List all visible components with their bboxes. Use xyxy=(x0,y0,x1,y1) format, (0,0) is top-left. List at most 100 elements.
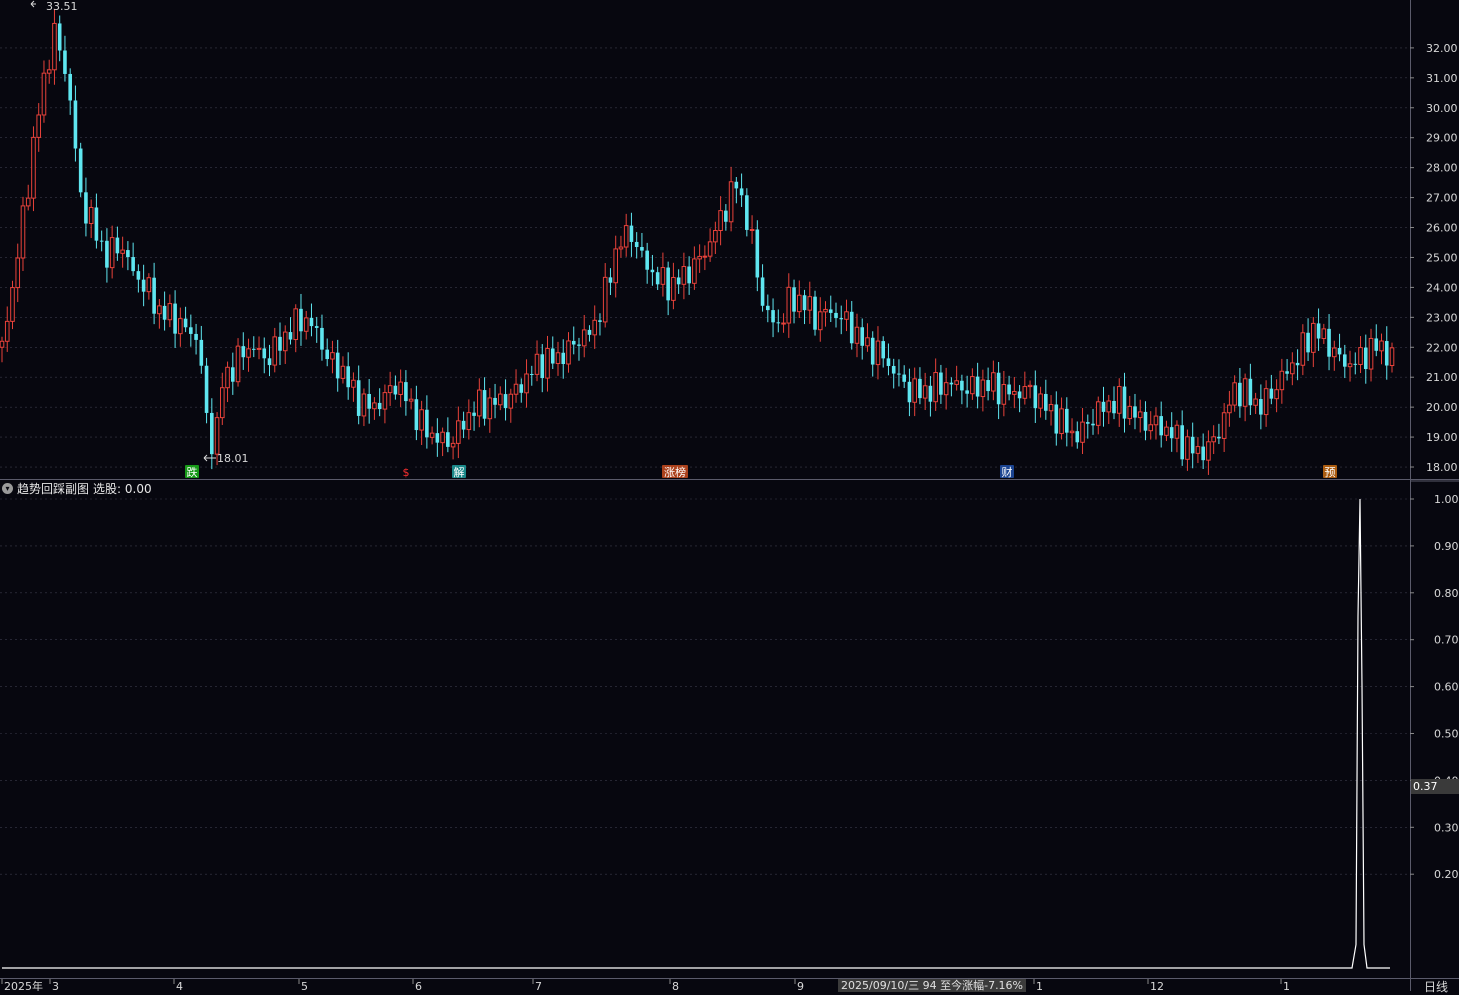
candlestick[interactable] xyxy=(749,215,755,244)
candlestick[interactable] xyxy=(272,327,278,373)
candlestick[interactable] xyxy=(25,184,31,211)
candlestick[interactable] xyxy=(1290,352,1295,386)
candlestick[interactable] xyxy=(1358,336,1363,374)
candlestick[interactable] xyxy=(267,344,272,377)
candlestick[interactable] xyxy=(335,339,340,392)
candlestick[interactable] xyxy=(1242,373,1248,422)
event-marker[interactable]: 解 xyxy=(452,465,466,479)
candlestick[interactable] xyxy=(210,398,214,470)
candlestick[interactable] xyxy=(828,295,833,323)
candlestick[interactable] xyxy=(1363,334,1368,384)
candlestick[interactable] xyxy=(739,173,744,207)
candlestick[interactable] xyxy=(802,289,807,325)
candlestick[interactable] xyxy=(755,220,760,292)
candlestick[interactable] xyxy=(189,314,193,347)
candlestick[interactable] xyxy=(361,388,367,427)
candlestick[interactable] xyxy=(178,307,183,347)
candlestick[interactable] xyxy=(1342,344,1347,379)
candlestick[interactable] xyxy=(288,317,293,345)
candlestick[interactable] xyxy=(933,358,938,411)
candlestick[interactable] xyxy=(975,362,980,409)
candlestick[interactable] xyxy=(1279,358,1285,404)
collapse-toggle-icon[interactable]: ▾ xyxy=(2,482,13,494)
candlestick[interactable] xyxy=(15,243,21,303)
candlestick[interactable] xyxy=(907,368,912,417)
candlestick[interactable] xyxy=(545,335,550,392)
candlestick[interactable] xyxy=(1033,370,1038,424)
candlestick[interactable] xyxy=(681,252,687,300)
candlestick[interactable] xyxy=(1206,430,1211,475)
candlestick[interactable] xyxy=(1101,386,1106,427)
candlestick[interactable] xyxy=(1137,399,1143,433)
candlestick[interactable] xyxy=(109,225,115,279)
candlestick[interactable] xyxy=(1027,380,1033,399)
candlestick[interactable] xyxy=(482,377,487,426)
candlestick[interactable] xyxy=(592,305,598,349)
candlestick-series[interactable] xyxy=(0,9,1395,475)
candlestick[interactable] xyxy=(10,280,15,330)
candlestick[interactable] xyxy=(792,279,796,324)
candlestick[interactable] xyxy=(162,291,167,331)
candlestick[interactable] xyxy=(183,306,188,333)
candlestick[interactable] xyxy=(1316,308,1321,351)
candlestick[interactable] xyxy=(1085,414,1090,439)
candlestick[interactable] xyxy=(728,166,734,232)
candlestick[interactable] xyxy=(36,103,42,152)
candlestick[interactable] xyxy=(1221,403,1227,453)
event-marker[interactable]: $ xyxy=(399,465,413,479)
event-marker[interactable]: 预 xyxy=(1323,465,1337,479)
candlestick[interactable] xyxy=(214,412,220,466)
candlestick[interactable] xyxy=(1054,391,1059,446)
candlestick[interactable] xyxy=(996,362,1001,420)
candlestick[interactable] xyxy=(1012,376,1017,409)
candlestick[interactable] xyxy=(120,236,125,268)
candlestick[interactable] xyxy=(131,242,135,276)
candlestick[interactable] xyxy=(875,326,881,380)
candlestick[interactable] xyxy=(581,314,587,358)
candlestick[interactable] xyxy=(734,177,739,204)
candlestick[interactable] xyxy=(519,378,524,403)
candlestick[interactable] xyxy=(372,397,377,420)
candlestick[interactable] xyxy=(865,323,870,352)
candlestick[interactable] xyxy=(377,388,382,417)
candlestick[interactable] xyxy=(771,298,775,338)
candlestick[interactable] xyxy=(1337,333,1342,362)
candlestick[interactable] xyxy=(766,294,770,323)
candlestick[interactable] xyxy=(404,370,408,416)
candlestick[interactable] xyxy=(608,268,613,296)
candlestick[interactable] xyxy=(493,383,497,419)
candlestick[interactable] xyxy=(1248,363,1253,416)
candlestick[interactable] xyxy=(330,340,335,374)
candlestick[interactable] xyxy=(1211,425,1216,455)
candlestick[interactable] xyxy=(356,365,361,425)
candlestick[interactable] xyxy=(918,367,922,405)
candlestick[interactable] xyxy=(414,385,419,441)
event-marker[interactable]: 财 xyxy=(1000,465,1014,479)
candlestick[interactable] xyxy=(94,193,99,249)
candlestick[interactable] xyxy=(1232,375,1237,412)
candlestick[interactable] xyxy=(1321,323,1327,344)
candlestick[interactable] xyxy=(650,254,655,286)
candlestick[interactable] xyxy=(1153,407,1159,440)
candlestick[interactable] xyxy=(1180,410,1184,466)
candlestick[interactable] xyxy=(508,388,514,423)
candlestick[interactable] xyxy=(813,290,817,336)
candlestick[interactable] xyxy=(314,316,319,343)
candlestick[interactable] xyxy=(450,436,456,460)
candlestick[interactable] xyxy=(4,306,10,352)
candlestick[interactable] xyxy=(1116,378,1122,427)
event-marker[interactable]: 涨榜 xyxy=(662,465,688,479)
candlestick[interactable] xyxy=(320,314,324,361)
candlestick[interactable] xyxy=(1274,379,1279,413)
candlestick[interactable] xyxy=(561,339,566,379)
candlestick[interactable] xyxy=(991,360,996,401)
candlestick[interactable] xyxy=(246,338,251,372)
candlestick[interactable] xyxy=(986,367,990,401)
candlestick[interactable] xyxy=(1217,423,1221,445)
candlestick[interactable] xyxy=(141,264,146,307)
candlestick[interactable] xyxy=(199,325,204,374)
candlestick[interactable] xyxy=(577,337,581,361)
candlestick[interactable] xyxy=(498,386,503,411)
candlestick[interactable] xyxy=(776,309,781,333)
